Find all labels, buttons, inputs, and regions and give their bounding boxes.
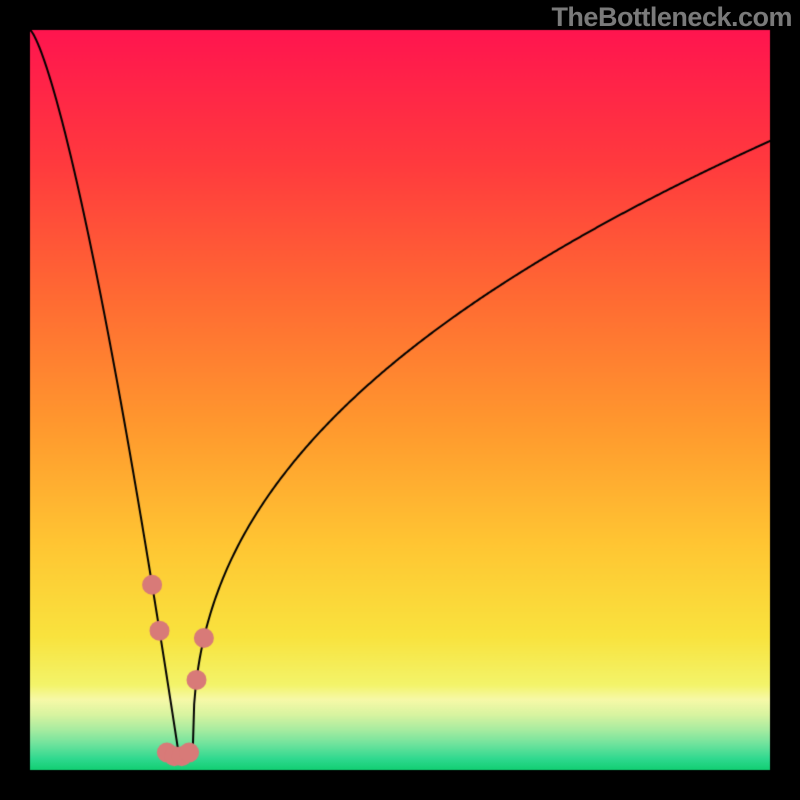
- bottleneck-canvas: [0, 0, 800, 800]
- chart-root: TheBottleneck.com: [0, 0, 800, 800]
- watermark-text: TheBottleneck.com: [551, 2, 792, 33]
